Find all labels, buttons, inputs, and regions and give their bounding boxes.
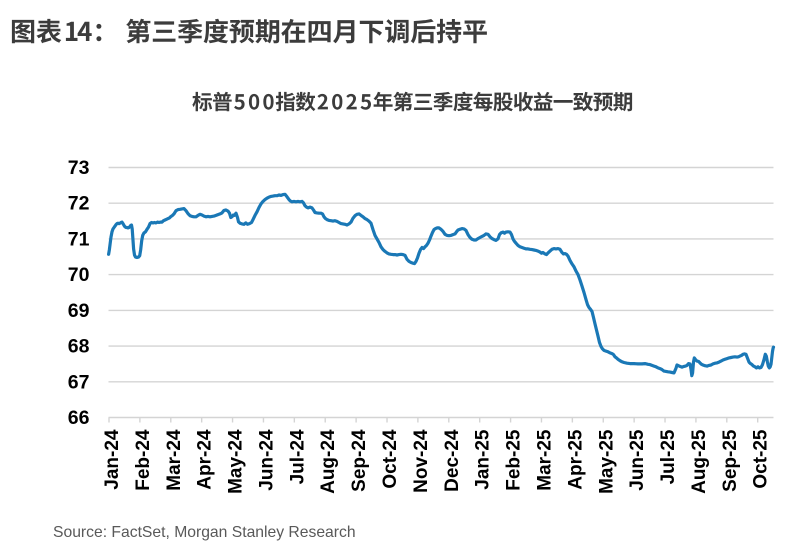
svg-text:Nov-24: Nov-24 <box>411 429 432 493</box>
svg-text:Dec-24: Dec-24 <box>442 429 463 492</box>
svg-text:Jan-24: Jan-24 <box>102 429 123 490</box>
svg-text:Sep-24: Sep-24 <box>349 429 370 492</box>
svg-text:Source: FactSet, Morgan Stanle: Source: FactSet, Morgan Stanley Research <box>53 524 356 541</box>
svg-text:Feb-24: Feb-24 <box>133 429 154 491</box>
svg-text:73: 73 <box>68 157 90 179</box>
svg-text:Aug-25: Aug-25 <box>689 429 710 494</box>
svg-text:Feb-25: Feb-25 <box>504 429 525 491</box>
svg-text:71: 71 <box>68 228 90 250</box>
svg-text:Jan-25: Jan-25 <box>473 429 494 490</box>
svg-text:69: 69 <box>68 300 90 322</box>
svg-text:May-25: May-25 <box>596 429 617 494</box>
svg-text:66: 66 <box>68 407 90 429</box>
svg-text:Jul-24: Jul-24 <box>287 429 308 484</box>
svg-text:67: 67 <box>68 371 90 393</box>
svg-text:70: 70 <box>68 264 90 286</box>
svg-text:72: 72 <box>68 193 90 215</box>
svg-text:Jul-25: Jul-25 <box>658 429 679 484</box>
svg-text:Oct-25: Oct-25 <box>751 429 772 489</box>
svg-text:Oct-24: Oct-24 <box>380 429 401 489</box>
svg-text:Jun-24: Jun-24 <box>256 429 277 491</box>
svg-text:Sep-25: Sep-25 <box>720 429 741 492</box>
svg-text:68: 68 <box>68 336 90 358</box>
svg-text:Mar-24: Mar-24 <box>164 429 185 491</box>
svg-text:May-24: May-24 <box>226 429 247 494</box>
svg-text:Aug-24: Aug-24 <box>318 429 339 494</box>
svg-text:Mar-25: Mar-25 <box>534 429 555 491</box>
svg-text:Apr-25: Apr-25 <box>565 429 586 490</box>
svg-text:Jun-25: Jun-25 <box>627 429 648 491</box>
svg-text:Apr-24: Apr-24 <box>195 429 216 490</box>
